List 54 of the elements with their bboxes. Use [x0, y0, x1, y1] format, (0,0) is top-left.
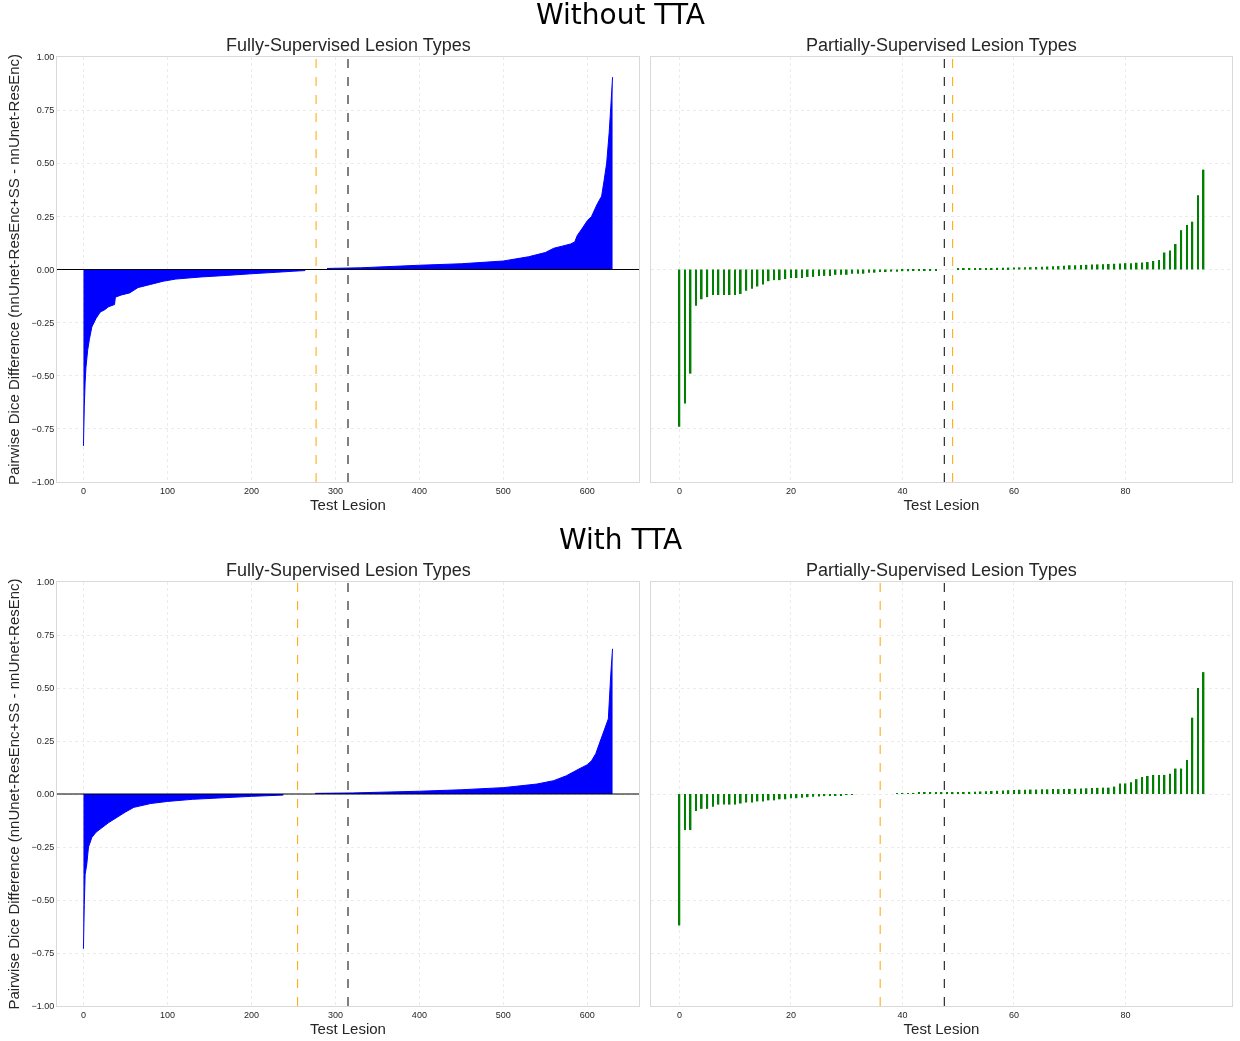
x-tick-label: 400: [411, 485, 427, 496]
x-tick-label: 500: [495, 1009, 511, 1020]
y-tick-label: 0.25: [36, 211, 55, 222]
y-tick-label: 1.00: [36, 52, 55, 63]
x-tick-label: 60: [1008, 1009, 1019, 1020]
y-tick-label: −1.00: [31, 1001, 55, 1012]
y-tick-label: 1.00: [36, 577, 55, 588]
x-tick-label: 100: [159, 485, 175, 496]
x-tick-label: 80: [1120, 485, 1131, 496]
y-tick-label: 0.50: [36, 158, 55, 169]
y-tick-label: −0.50: [31, 895, 55, 906]
x-tick-label: 0: [80, 1009, 86, 1020]
x-tick-label: 0: [676, 485, 682, 496]
x-axis-title: Test Lesion: [310, 1019, 386, 1037]
x-tick-label: 60: [1008, 485, 1019, 496]
x-tick-label: 200: [243, 1009, 259, 1020]
y-tick-label: −0.25: [31, 317, 55, 328]
y-tick-label: −1.00: [31, 477, 55, 488]
text: Without TTA: [536, 0, 706, 31]
y-axis-title: Pairwise Dice Difference (nnUnet-ResEnc+SS - nnUnet-ResEnc): [4, 53, 22, 486]
y-axis-title: Pairwise Dice Difference (nnUnet-ResEnc+SS - nnUnet-ResEnc): [4, 578, 22, 1010]
y-tick-label: 0.00: [36, 264, 55, 275]
y-tick-label: 0.00: [36, 789, 55, 800]
y-tick-label: −0.25: [31, 842, 55, 853]
chart-title: Fully-Supervised Lesion Types: [226, 35, 471, 55]
x-tick-label: 40: [897, 485, 908, 496]
x-tick-label: 80: [1120, 1009, 1131, 1020]
x-tick-label: 20: [785, 485, 796, 496]
x-tick-label: 0: [80, 485, 86, 496]
x-tick-label: 500: [495, 485, 511, 496]
x-axis-title: Test Lesion: [310, 495, 386, 513]
x-axis-title: Test Lesion: [903, 1019, 980, 1037]
x-tick-label: 200: [243, 485, 259, 496]
x-tick-label: 40: [897, 1009, 908, 1020]
y-tick-label: −0.75: [31, 948, 55, 959]
x-tick-label: 300: [327, 1009, 343, 1020]
y-tick-label: 0.75: [36, 630, 55, 641]
x-axis-title: Test Lesion: [903, 495, 980, 513]
x-tick-label: 300: [327, 485, 343, 496]
y-tick-label: −0.75: [31, 424, 55, 435]
chart-title: Partially-Supervised Lesion Types: [806, 35, 1077, 55]
y-tick-label: −0.50: [31, 370, 55, 381]
x-tick-label: 20: [785, 1009, 796, 1020]
x-tick-label: 600: [579, 485, 595, 496]
y-tick-label: 0.50: [36, 683, 55, 694]
y-tick-label: 0.75: [36, 105, 55, 116]
text: With TTA: [559, 523, 683, 556]
x-tick-label: 0: [676, 1009, 682, 1020]
x-tick-label: 400: [411, 1009, 427, 1020]
chart-title: Partially-Supervised Lesion Types: [806, 560, 1077, 580]
chart-title: Fully-Supervised Lesion Types: [226, 560, 471, 580]
y-tick-label: 0.25: [36, 736, 55, 747]
x-tick-label: 100: [159, 1009, 175, 1020]
x-tick-label: 600: [579, 1009, 595, 1020]
